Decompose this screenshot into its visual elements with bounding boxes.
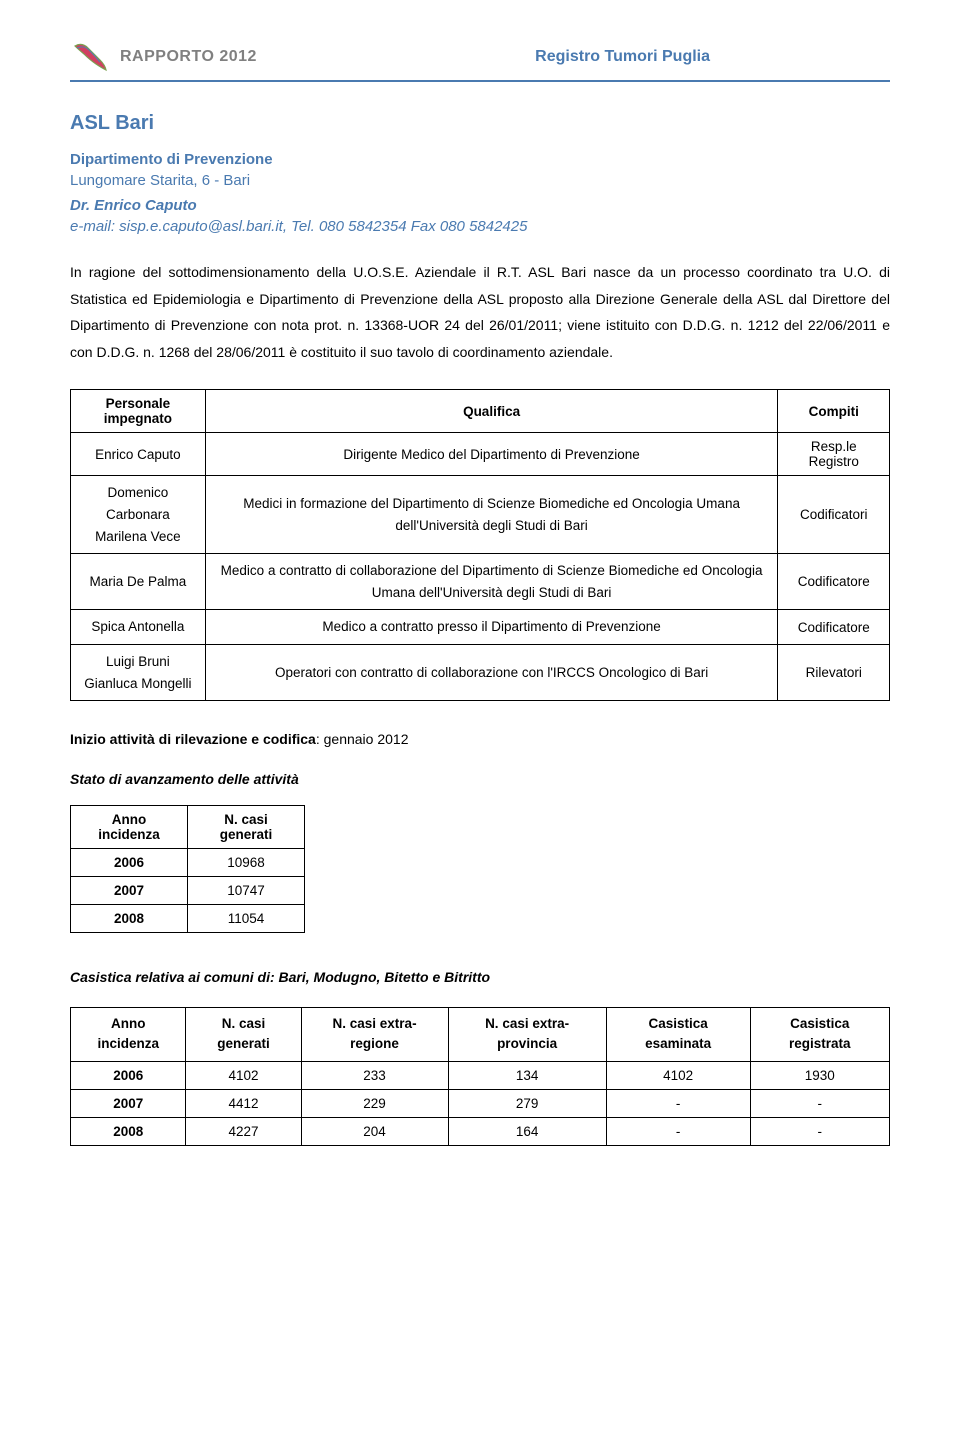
inizio-value: : gennaio 2012 — [316, 731, 409, 747]
cell-compiti: Resp.le Registro — [778, 433, 890, 476]
table-row: Domenico CarbonaraMarilena VeceMedici in… — [71, 476, 890, 554]
cell: 279 — [448, 1089, 606, 1117]
cell: 4102 — [606, 1061, 750, 1089]
th-text: N. casi generati — [206, 812, 286, 842]
casistica-table: Anno incidenza N. casi generati N. casi … — [70, 1007, 890, 1146]
cell-qualifica: Operatori con contratto di collaborazion… — [205, 644, 778, 700]
cell-qualifica: Medici in formazione del Dipartimento di… — [205, 476, 778, 554]
th-qualifica: Qualifica — [205, 390, 778, 433]
cell-qualifica: Dirigente Medico del Dipartimento di Pre… — [205, 433, 778, 476]
cell: - — [750, 1089, 889, 1117]
cell-name: Spica Antonella — [71, 610, 206, 645]
cell: 4412 — [186, 1089, 301, 1117]
cell-compiti: Codificatore — [778, 610, 890, 645]
table-row: 200811054 — [71, 905, 305, 933]
inizio-label: Inizio attività di rilevazione e codific… — [70, 731, 316, 747]
cell: 134 — [448, 1061, 606, 1089]
table-row: Spica AntonellaMedico a contratto presso… — [71, 610, 890, 645]
rapport-label: RAPPORTO 2012 — [120, 48, 257, 66]
th-c5: Casistica registrata — [750, 1008, 889, 1062]
cell-compiti: Codificatore — [778, 554, 890, 610]
director-label: Dr. Enrico Caputo — [70, 197, 890, 214]
cell: 204 — [301, 1117, 448, 1145]
cell-value: 11054 — [188, 905, 305, 933]
casistica-heading: Casistica relativa ai comuni di: Bari, M… — [70, 969, 890, 985]
th-c0: Anno incidenza — [71, 1008, 186, 1062]
table-header-row: Personale impegnato Qualifica Compiti — [71, 390, 890, 433]
cell-compiti: Codificatori — [778, 476, 890, 554]
inizio-line: Inizio attività di rilevazione e codific… — [70, 731, 890, 747]
cell: - — [606, 1089, 750, 1117]
cell-qualifica: Medico a contratto di collaborazione del… — [205, 554, 778, 610]
table-row: Maria De PalmaMedico a contratto di coll… — [71, 554, 890, 610]
personnel-table: Personale impegnato Qualifica Compiti En… — [70, 389, 890, 701]
cell-name: Enrico Caputo — [71, 433, 206, 476]
th-c2: N. casi extra-regione — [301, 1008, 448, 1062]
cell-year: 2008 — [71, 905, 188, 933]
cell: 4227 — [186, 1117, 301, 1145]
contact-label: e-mail: sisp.e.caputo@asl.bari.it, Tel. … — [70, 218, 890, 235]
cell: - — [750, 1117, 889, 1145]
th-ncasi: N. casi generati — [188, 806, 305, 849]
address-label: Lungomare Starita, 6 - Bari — [70, 172, 890, 189]
table-row: 2006410223313441021930 — [71, 1061, 890, 1089]
table-header-row: Anno incidenza N. casi generati — [71, 806, 305, 849]
cell-name: Maria De Palma — [71, 554, 206, 610]
cell-name: Domenico CarbonaraMarilena Vece — [71, 476, 206, 554]
cell-name: Luigi BruniGianluca Mongelli — [71, 644, 206, 700]
th-c3: N. casi extra-provincia — [448, 1008, 606, 1062]
org-title: ASL Bari — [70, 112, 890, 135]
th-c4: Casistica esaminata — [606, 1008, 750, 1062]
stato-table: Anno incidenza N. casi generati 20061096… — [70, 805, 305, 933]
table-header-row: Anno incidenza N. casi generati N. casi … — [71, 1008, 890, 1062]
page: RAPPORTO 2012 Registro Tumori Puglia ASL… — [0, 0, 960, 1206]
registry-title: Registro Tumori Puglia — [535, 48, 710, 66]
th-c1: N. casi generati — [186, 1008, 301, 1062]
th-anno: Anno incidenza — [71, 806, 188, 849]
cell-compiti: Rilevatori — [778, 644, 890, 700]
cell: 4102 — [186, 1061, 301, 1089]
cell: 2008 — [71, 1117, 186, 1145]
cell-year: 2006 — [71, 849, 188, 877]
cell: 1930 — [750, 1061, 889, 1089]
puglia-logo-icon — [70, 40, 110, 74]
cell: 2006 — [71, 1061, 186, 1089]
cell-qualifica: Medico a contratto presso il Dipartiment… — [205, 610, 778, 645]
cell: 233 — [301, 1061, 448, 1089]
table-row: Luigi BruniGianluca MongelliOperatori co… — [71, 644, 890, 700]
cell: 229 — [301, 1089, 448, 1117]
table-row: Enrico CaputoDirigente Medico del Dipart… — [71, 433, 890, 476]
table-row: 200710747 — [71, 877, 305, 905]
cell: 2007 — [71, 1089, 186, 1117]
cell-value: 10968 — [188, 849, 305, 877]
department-label: Dipartimento di Prevenzione — [70, 151, 890, 168]
header-left: RAPPORTO 2012 — [70, 40, 257, 74]
cell-year: 2007 — [71, 877, 188, 905]
cell: 164 — [448, 1117, 606, 1145]
table-row: 20074412229279-- — [71, 1089, 890, 1117]
th-personale: Personale impegnato — [71, 390, 206, 433]
body-paragraph: In ragione del sottodimensionamento dell… — [70, 259, 890, 365]
cell: - — [606, 1117, 750, 1145]
th-text: Anno incidenza — [89, 812, 169, 842]
page-header: RAPPORTO 2012 Registro Tumori Puglia — [70, 40, 890, 82]
th-compiti: Compiti — [778, 390, 890, 433]
cell-value: 10747 — [188, 877, 305, 905]
table-row: 200610968 — [71, 849, 305, 877]
stato-heading: Stato di avanzamento delle attività — [70, 771, 890, 787]
table-row: 20084227204164-- — [71, 1117, 890, 1145]
